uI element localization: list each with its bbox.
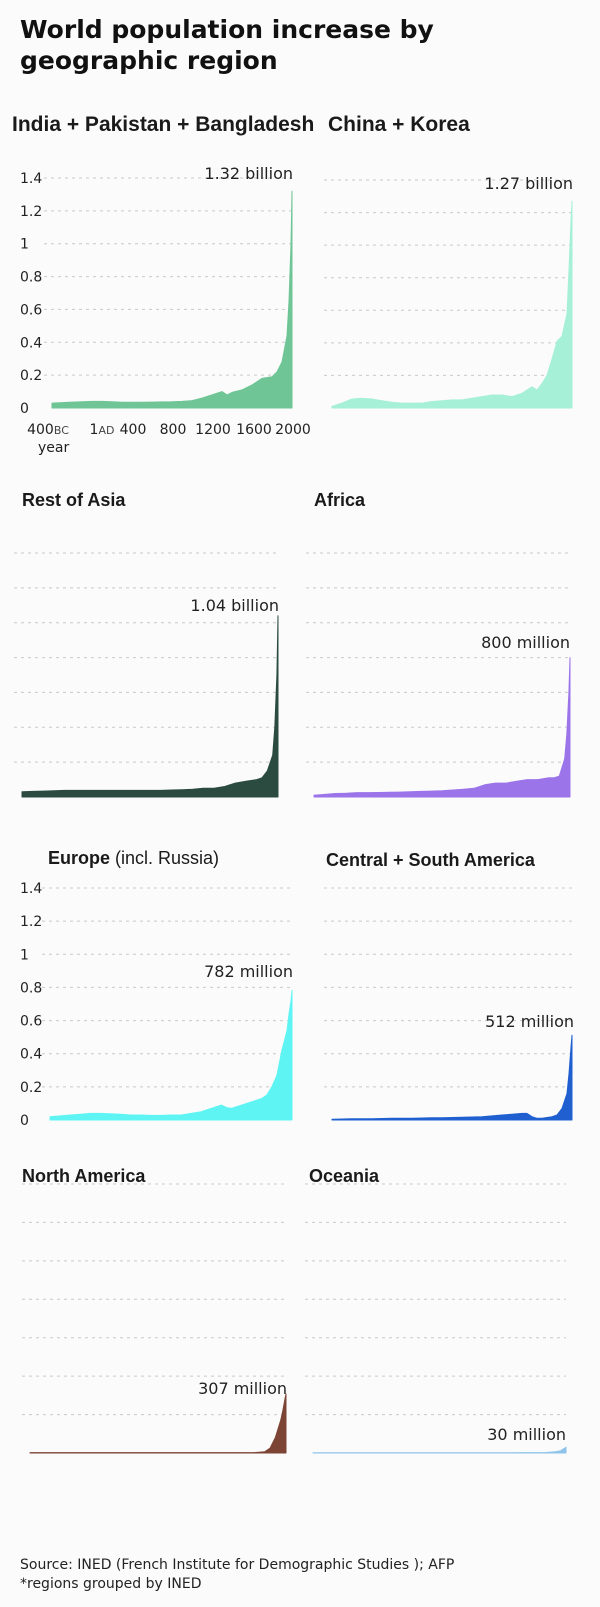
series-area [49,989,293,1121]
y-tick-label: 0.2 [20,368,42,384]
x-tick-label: 800 [160,422,187,438]
panel-title: North America [22,1166,145,1187]
y-tick-label: 1.2 [20,204,42,220]
panel-title: Africa [314,490,365,511]
x-tick-value: 400 [27,422,54,438]
x-tick-era: BC [54,424,69,437]
x-tick-label: 1600 [236,422,272,438]
x-tick-value: 1 [90,422,99,438]
value-callout: 307 million [198,1379,287,1398]
y-tick-label: 1.2 [20,914,42,930]
series-area [331,1034,573,1121]
x-tick-value: 1200 [195,422,231,438]
value-callout: 30 million [487,1425,566,1444]
panel-title-text: Africa [314,490,366,510]
panel-title: Central + South America [326,850,535,871]
x-tick-value: 800 [160,422,187,438]
panel-title-text: India + Pakistan + Bangladesh [12,113,315,136]
panel-title-text: Europe [48,848,111,868]
x-axis-label: year [38,440,69,456]
y-tick-label: 0.4 [20,1047,42,1063]
x-tick-label: 400 [120,422,147,438]
grouping-note: *regions grouped by INED [20,1576,202,1592]
panel-title: China + Korea [328,113,470,137]
value-callout: 1.04 billion [190,596,279,615]
x-tick-label: 2000 [275,422,311,438]
y-tick-label: 0.4 [20,335,42,351]
source-note: Source: INED (French Institute for Demog… [20,1557,455,1573]
panel-title-extra: (incl. Russia) [115,848,220,868]
y-tick-label: 0.2 [20,1080,42,1096]
y-tick-label: 0.6 [20,302,42,318]
x-tick-label: 400BC [27,422,69,438]
panel-title: Rest of Asia [22,490,125,511]
y-tick-label: 1 [20,237,29,253]
x-tick-value: 2000 [275,422,311,438]
footer: Source: INED (French Institute for Demog… [20,1556,454,1594]
panel-title: Europe (incl. Russia) [48,848,219,869]
value-callout: 782 million [204,962,293,981]
y-tick-label: 0 [20,1113,29,1129]
x-tick-value: 1600 [236,422,272,438]
panel-title-text: Central + South America [326,850,535,870]
y-tick-label: 1.4 [20,881,42,897]
y-tick-label: 0.8 [20,270,42,286]
value-callout: 800 million [481,633,570,652]
value-callout: 512 million [485,1012,574,1031]
series-area [51,190,293,409]
x-tick-label: 1200 [195,422,231,438]
series-area [29,1393,287,1454]
panel-title-text: China + Korea [328,113,470,136]
panel-title-text: North America [22,1166,146,1186]
y-tick-label: 1.4 [20,171,42,187]
panel-title-text: Oceania [309,1166,380,1186]
y-tick-label: 0.6 [20,1014,42,1030]
value-callout: 1.32 billion [204,164,293,183]
value-callout: 1.27 billion [484,174,573,193]
x-tick-era: AD [98,424,114,437]
series-area [331,200,573,409]
panel-title: Oceania [309,1166,379,1187]
y-tick-label: 0.8 [20,980,42,996]
series-area [312,1446,567,1454]
panel-title-text: Rest of Asia [22,490,126,510]
y-tick-label: 0 [20,401,29,417]
panel-title: India + Pakistan + Bangladesh [12,113,314,137]
series-area [313,657,571,798]
x-tick-label: 1AD [90,422,115,438]
series-area [21,615,279,798]
y-tick-label: 1 [20,947,29,963]
x-tick-value: 400 [120,422,147,438]
page-title: World population increase by geographic … [20,15,434,75]
